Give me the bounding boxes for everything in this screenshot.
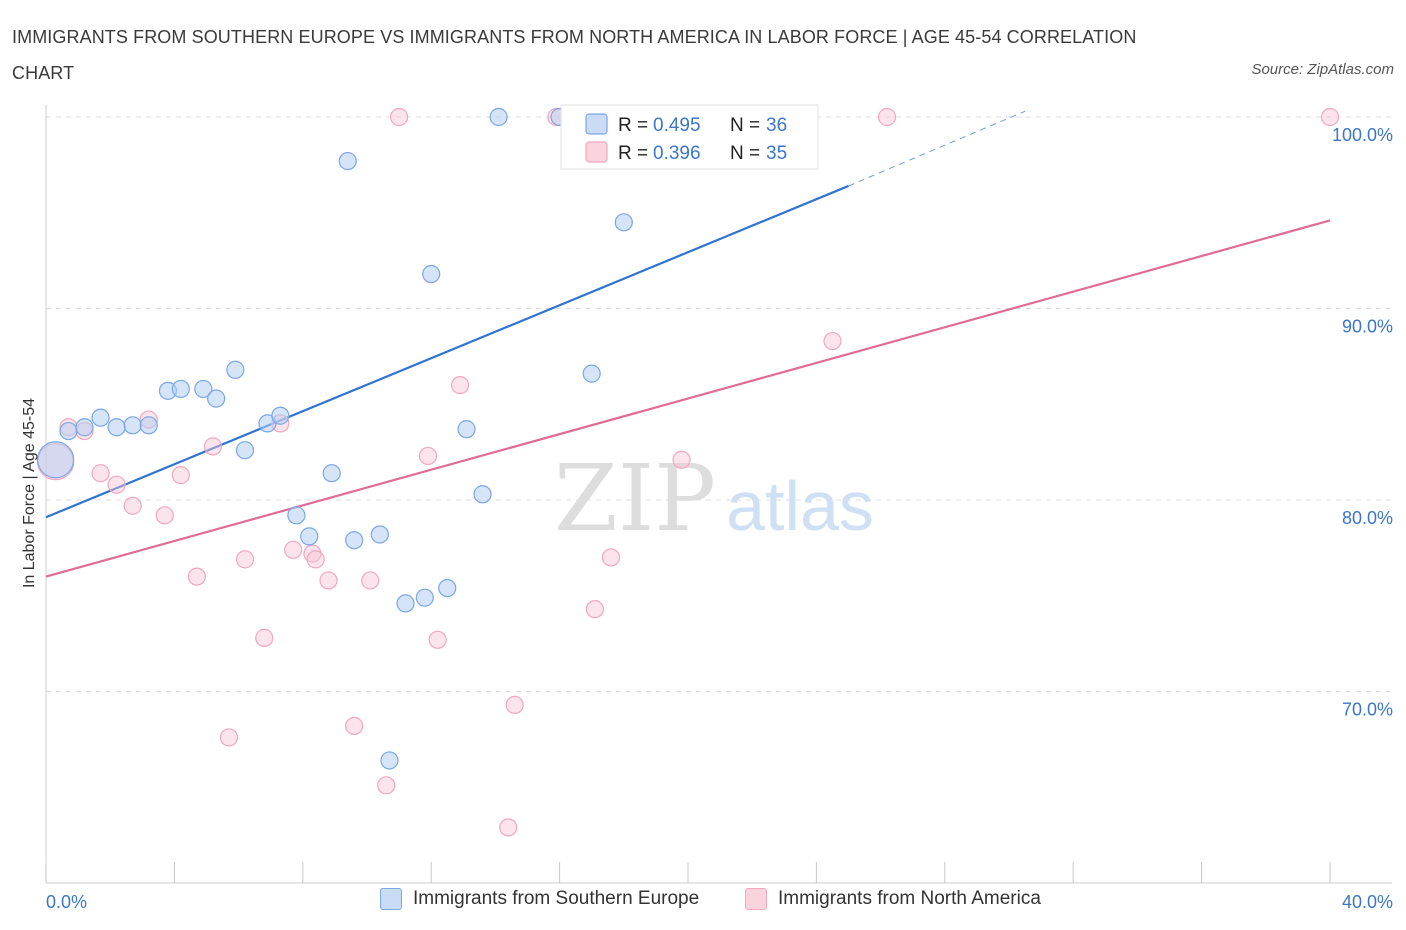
stats-n-value-1: 36 bbox=[766, 115, 787, 136]
point-north-america bbox=[428, 630, 447, 649]
point-southern-europe bbox=[380, 751, 399, 770]
point-southern-europe bbox=[123, 416, 142, 435]
point-southern-europe bbox=[345, 531, 364, 550]
legend-label-southern-europe: Immigrants from Southern Europe bbox=[413, 888, 700, 909]
point-north-america bbox=[505, 695, 524, 715]
point-north-america bbox=[306, 550, 325, 569]
stats-r-value-1: 0.495 bbox=[653, 115, 701, 136]
watermark-zip: ZIP bbox=[554, 445, 716, 552]
watermark: ZIP atlas bbox=[554, 445, 874, 552]
y-tick-label: 70.0% bbox=[1342, 700, 1393, 720]
point-north-america bbox=[123, 496, 142, 515]
x-tick-label: 40.0% bbox=[1342, 892, 1393, 912]
legend-label-north-america: Immigrants from North America bbox=[778, 888, 1041, 909]
x-tick-label: 0.0% bbox=[46, 892, 87, 912]
point-southern-europe bbox=[271, 406, 290, 425]
stats-legend: R = 0.495 N = 36 R = 0.396 N = 35 bbox=[560, 104, 819, 170]
point-north-america bbox=[219, 728, 239, 747]
point-north-america bbox=[672, 450, 691, 469]
stats-n-label-2: N = bbox=[730, 143, 760, 164]
point-north-america bbox=[91, 464, 110, 483]
point-north-america bbox=[601, 548, 621, 567]
point-southern-europe bbox=[207, 389, 226, 408]
point-southern-europe bbox=[457, 420, 476, 439]
tick-labels: 70.0% 80.0% 90.0% 100.0% 0.0% 40.0% bbox=[46, 125, 1393, 912]
point-north-america bbox=[171, 466, 190, 485]
y-tick-label: 80.0% bbox=[1342, 508, 1393, 528]
point-north-america bbox=[235, 550, 255, 569]
point-southern-europe bbox=[614, 213, 633, 232]
watermark-atlas: atlas bbox=[726, 467, 874, 545]
point-southern-europe bbox=[438, 578, 457, 598]
axes bbox=[45, 105, 1392, 884]
point-north-america bbox=[319, 571, 338, 590]
point-north-america bbox=[203, 437, 223, 456]
stats-swatch-pink bbox=[585, 141, 608, 163]
point-southern-europe bbox=[75, 418, 94, 437]
point-north-america bbox=[361, 571, 380, 590]
point-southern-europe bbox=[338, 151, 357, 171]
legend-item-north-america[interactable]: Immigrants from North America bbox=[745, 888, 1041, 910]
point-southern-europe bbox=[582, 364, 601, 383]
point-north-america bbox=[303, 544, 322, 563]
y-tick-label: 100.0% bbox=[1332, 125, 1393, 145]
stats-n-label-1: N = bbox=[730, 115, 760, 136]
point-southern-europe bbox=[300, 527, 319, 546]
point-north-america bbox=[877, 107, 897, 127]
legend-swatch-blue bbox=[380, 888, 402, 910]
point-southern-europe bbox=[107, 418, 126, 437]
point-north-america bbox=[585, 600, 605, 619]
point-north-america bbox=[390, 107, 409, 127]
point-north-america bbox=[499, 818, 518, 837]
point-north-america bbox=[823, 331, 842, 351]
point-southern-europe bbox=[139, 416, 158, 435]
point-southern-europe bbox=[37, 441, 75, 479]
point-north-america bbox=[450, 376, 470, 395]
point-southern-europe bbox=[235, 441, 255, 460]
trend-line-extension bbox=[848, 110, 1026, 187]
y-tick-label: 90.0% bbox=[1342, 317, 1393, 337]
y-axis-label: In Labor Force | Age 45-54 bbox=[21, 398, 38, 588]
stats-n-value-2: 35 bbox=[766, 143, 787, 164]
trend-line-pink bbox=[45, 219, 1331, 578]
point-southern-europe bbox=[396, 594, 415, 613]
chart-title: IMMIGRANTS FROM SOUTHERN EUROPE VS IMMIG… bbox=[12, 27, 1137, 83]
point-north-america bbox=[418, 446, 438, 466]
point-north-america bbox=[377, 776, 396, 795]
point-southern-europe bbox=[370, 525, 389, 544]
source-label: Source: ZipAtlas.com bbox=[1251, 61, 1394, 78]
stats-swatch-blue bbox=[585, 113, 608, 135]
point-southern-europe bbox=[489, 107, 508, 127]
trend-line-blue bbox=[45, 184, 849, 519]
point-southern-europe bbox=[59, 421, 78, 441]
stats-r-label-1: R = bbox=[618, 115, 648, 136]
point-southern-europe bbox=[91, 408, 110, 427]
point-southern-europe bbox=[415, 588, 434, 607]
point-north-america bbox=[255, 628, 274, 647]
point-southern-europe bbox=[287, 506, 306, 525]
stats-r-value-2: 0.396 bbox=[653, 143, 701, 164]
point-southern-europe bbox=[194, 379, 213, 399]
legend-item-southern-europe[interactable]: Immigrants from Southern Europe bbox=[380, 888, 699, 910]
point-southern-europe bbox=[422, 264, 441, 284]
point-north-america bbox=[107, 475, 126, 494]
point-north-america bbox=[284, 540, 303, 559]
point-southern-europe bbox=[171, 379, 190, 399]
trend-lines bbox=[45, 110, 1331, 578]
point-southern-europe bbox=[226, 360, 245, 379]
point-north-america bbox=[155, 506, 174, 525]
bottom-legend: Immigrants from Southern Europe Immigran… bbox=[0, 888, 1406, 918]
point-north-america bbox=[187, 567, 206, 586]
point-north-america bbox=[1320, 107, 1340, 127]
stats-r-label-2: R = bbox=[618, 143, 648, 164]
point-north-america bbox=[345, 716, 364, 736]
point-southern-europe bbox=[473, 485, 492, 504]
legend-swatch-pink bbox=[745, 888, 767, 910]
grid-lines bbox=[46, 116, 1392, 692]
point-southern-europe bbox=[322, 464, 341, 483]
